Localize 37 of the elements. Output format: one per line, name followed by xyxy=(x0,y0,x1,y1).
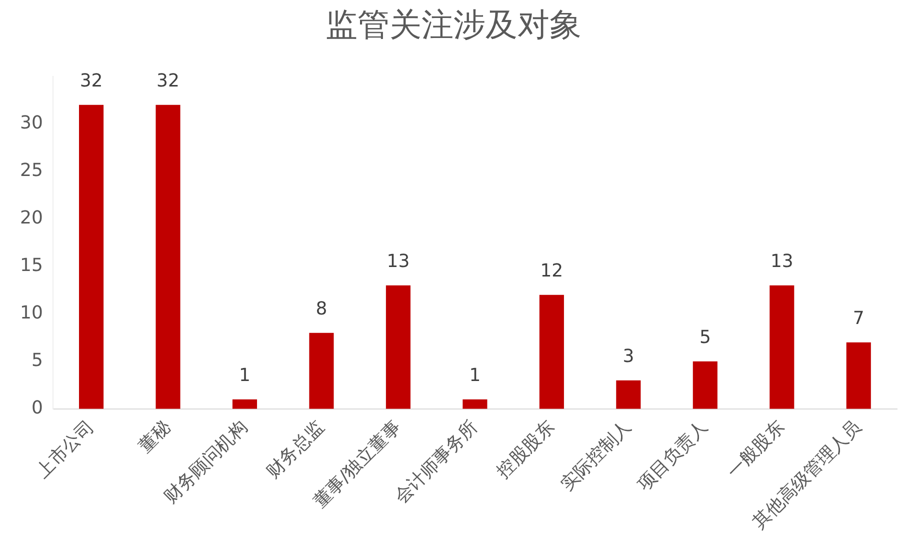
y-tick-label: 10 xyxy=(20,302,43,324)
data-label: 8 xyxy=(316,298,328,320)
data-label: 1 xyxy=(469,365,481,386)
data-label: 32 xyxy=(80,70,103,92)
bar xyxy=(692,361,718,409)
chart-title: 监管关注涉及对象 xyxy=(326,6,582,44)
y-tick-label: 30 xyxy=(20,112,43,134)
data-label: 13 xyxy=(770,251,794,272)
bar xyxy=(846,342,871,409)
data-label: 3 xyxy=(622,346,634,368)
data-label: 12 xyxy=(540,260,564,282)
bar xyxy=(232,399,258,409)
x-tick-label: 财务总监 xyxy=(262,416,328,482)
x-tick-label: 一般股东 xyxy=(722,416,789,482)
bar xyxy=(616,380,641,409)
x-tick-label: 实际控制人 xyxy=(556,416,636,496)
data-label: 32 xyxy=(156,70,180,92)
data-label: 1 xyxy=(239,365,250,386)
bar xyxy=(770,285,794,409)
y-tick-label: 25 xyxy=(20,160,43,182)
x-tick-label: 上市公司 xyxy=(32,416,98,482)
bar xyxy=(539,294,564,409)
x-tick-label: 项目负责人 xyxy=(634,416,712,496)
y-tick-label: 0 xyxy=(31,398,43,419)
y-tick-label: 5 xyxy=(31,350,43,372)
bar xyxy=(386,285,410,409)
data-label: 5 xyxy=(699,327,711,348)
bar xyxy=(309,332,334,409)
bar xyxy=(462,399,488,409)
y-tick-label: 20 xyxy=(20,208,43,229)
y-tick-label: 15 xyxy=(20,255,43,276)
x-tick-label: 控股股东 xyxy=(492,416,559,482)
bar xyxy=(156,104,180,409)
data-label: 13 xyxy=(386,251,410,272)
x-tick-label: 董秘 xyxy=(134,416,175,457)
bar xyxy=(78,104,104,409)
data-label: 7 xyxy=(852,308,864,330)
